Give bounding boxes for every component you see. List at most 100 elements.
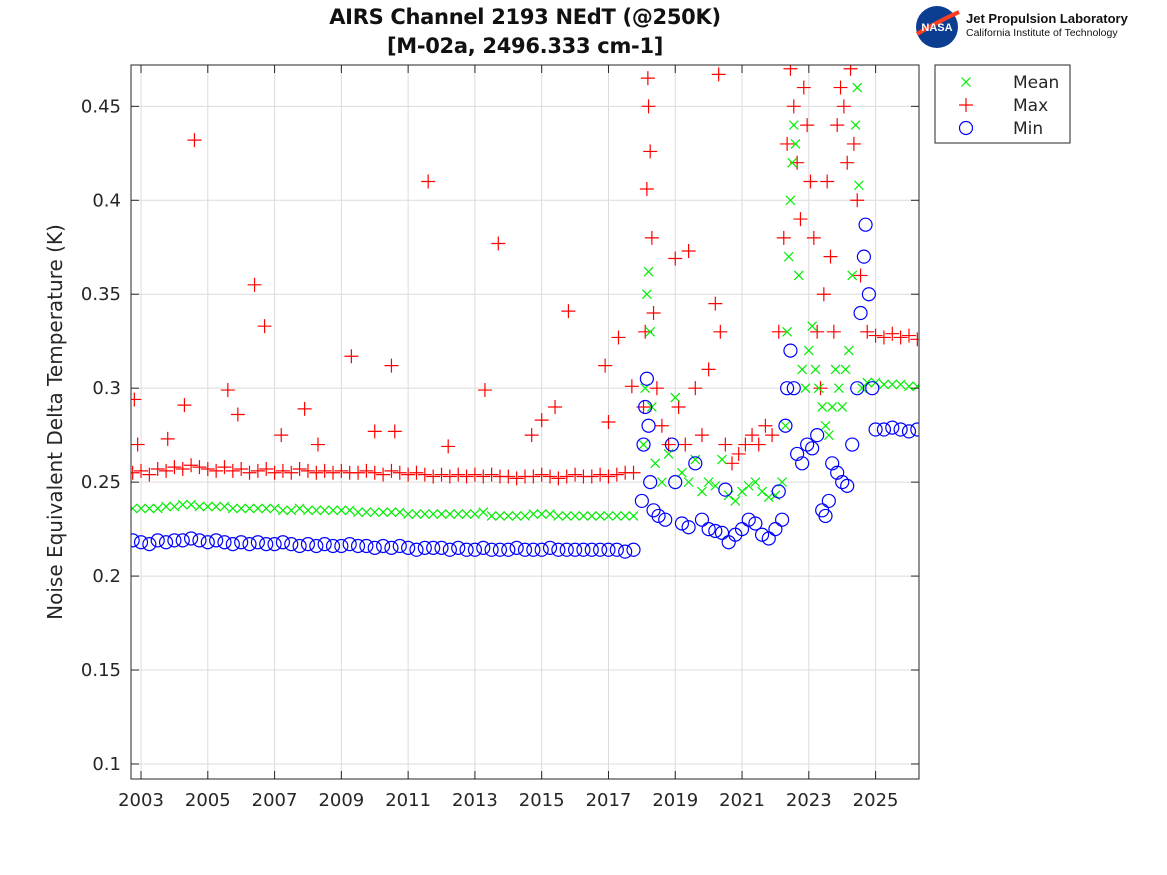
mean-point xyxy=(650,458,661,469)
mean-point xyxy=(785,195,796,206)
mean-point xyxy=(261,503,272,514)
x-tick-label: 2007 xyxy=(252,790,298,811)
mean-point xyxy=(419,509,430,519)
max-point xyxy=(559,469,574,484)
data-markers xyxy=(131,65,919,559)
min-point xyxy=(492,542,508,557)
max-point xyxy=(310,437,325,452)
max-point xyxy=(284,465,299,480)
title-line-2: [M-02a, 2496.333 cm-1] xyxy=(386,34,664,58)
max-point xyxy=(417,467,432,482)
mean-point xyxy=(169,501,180,512)
legend-marker-mean xyxy=(961,77,971,87)
min-point xyxy=(734,521,750,537)
min-point xyxy=(517,542,533,557)
min-point xyxy=(133,535,149,550)
max-point xyxy=(860,324,875,339)
max-point xyxy=(598,358,613,373)
nasa-meatball-icon: NASA xyxy=(915,6,960,48)
mean-point xyxy=(852,82,863,93)
max-point xyxy=(850,193,865,208)
y-tick-label: 0.15 xyxy=(81,660,121,681)
max-point xyxy=(731,446,746,461)
max-point xyxy=(601,469,616,484)
min-point xyxy=(636,437,651,452)
max-point xyxy=(484,467,499,482)
max-point xyxy=(230,407,245,422)
max-point xyxy=(257,319,272,334)
mean-point xyxy=(336,505,347,516)
min-point xyxy=(609,542,624,557)
mean-point xyxy=(319,505,330,516)
min-point xyxy=(856,249,872,264)
mean-point xyxy=(486,511,497,521)
max-point xyxy=(300,463,315,478)
min-point xyxy=(885,420,900,435)
mean-point xyxy=(810,364,821,375)
max-point xyxy=(275,463,290,478)
x-tick-label: 2005 xyxy=(185,790,231,811)
max-point xyxy=(234,461,249,476)
min-point xyxy=(142,537,157,552)
mean-point xyxy=(743,480,754,491)
min-point xyxy=(234,535,249,550)
min-point xyxy=(775,512,790,527)
mean-point xyxy=(444,509,455,519)
min-point xyxy=(688,456,703,471)
max-point xyxy=(131,437,145,452)
chart-title: AIRS Channel 2193 NEdT (@250K) [M-02a, 2… xyxy=(200,3,850,61)
max-point xyxy=(177,398,192,413)
max-point xyxy=(351,465,366,480)
mean-point xyxy=(787,157,798,168)
mean-point xyxy=(478,507,489,518)
min-point xyxy=(209,533,224,548)
max-point xyxy=(783,65,798,76)
max-point xyxy=(876,330,891,345)
max-point xyxy=(751,437,766,452)
max-point xyxy=(392,465,407,480)
min-point xyxy=(741,512,756,527)
min-point xyxy=(818,508,833,524)
max-point xyxy=(326,465,341,480)
max-point xyxy=(694,428,709,443)
max-point xyxy=(646,306,661,321)
min-point xyxy=(790,446,805,462)
max-point xyxy=(534,413,549,428)
min-point xyxy=(835,475,850,490)
mean-point xyxy=(252,503,263,514)
min-point xyxy=(861,287,877,302)
min-point xyxy=(761,531,776,546)
mean-point xyxy=(411,509,422,519)
min-point xyxy=(576,542,591,557)
max-point xyxy=(476,469,491,484)
legend-label-mean: Mean xyxy=(1013,73,1059,93)
legend-label-max: Max xyxy=(1013,96,1048,116)
max-point xyxy=(434,467,449,482)
max-point xyxy=(317,463,332,478)
max-point xyxy=(649,381,664,396)
min-point xyxy=(476,540,491,555)
mean-point xyxy=(461,509,472,519)
max-point xyxy=(421,174,436,189)
max-point xyxy=(910,332,919,347)
min-point xyxy=(359,538,374,554)
min-point xyxy=(845,437,860,452)
min-point xyxy=(325,538,341,554)
mean-point xyxy=(403,509,414,519)
mean-point xyxy=(853,180,864,191)
mean-point xyxy=(904,381,914,392)
min-point xyxy=(876,422,892,437)
min-point xyxy=(200,535,215,550)
max-point xyxy=(786,99,801,114)
max-point xyxy=(441,439,456,454)
max-point xyxy=(209,463,224,478)
mean-point xyxy=(628,511,639,521)
x-tick-label: 2019 xyxy=(652,790,698,811)
max-point xyxy=(426,469,441,484)
max-point xyxy=(654,418,669,433)
mean-point xyxy=(511,511,522,521)
min-point xyxy=(275,535,291,550)
mean-point xyxy=(136,503,146,514)
max-point xyxy=(813,381,828,396)
max-point xyxy=(367,465,382,480)
